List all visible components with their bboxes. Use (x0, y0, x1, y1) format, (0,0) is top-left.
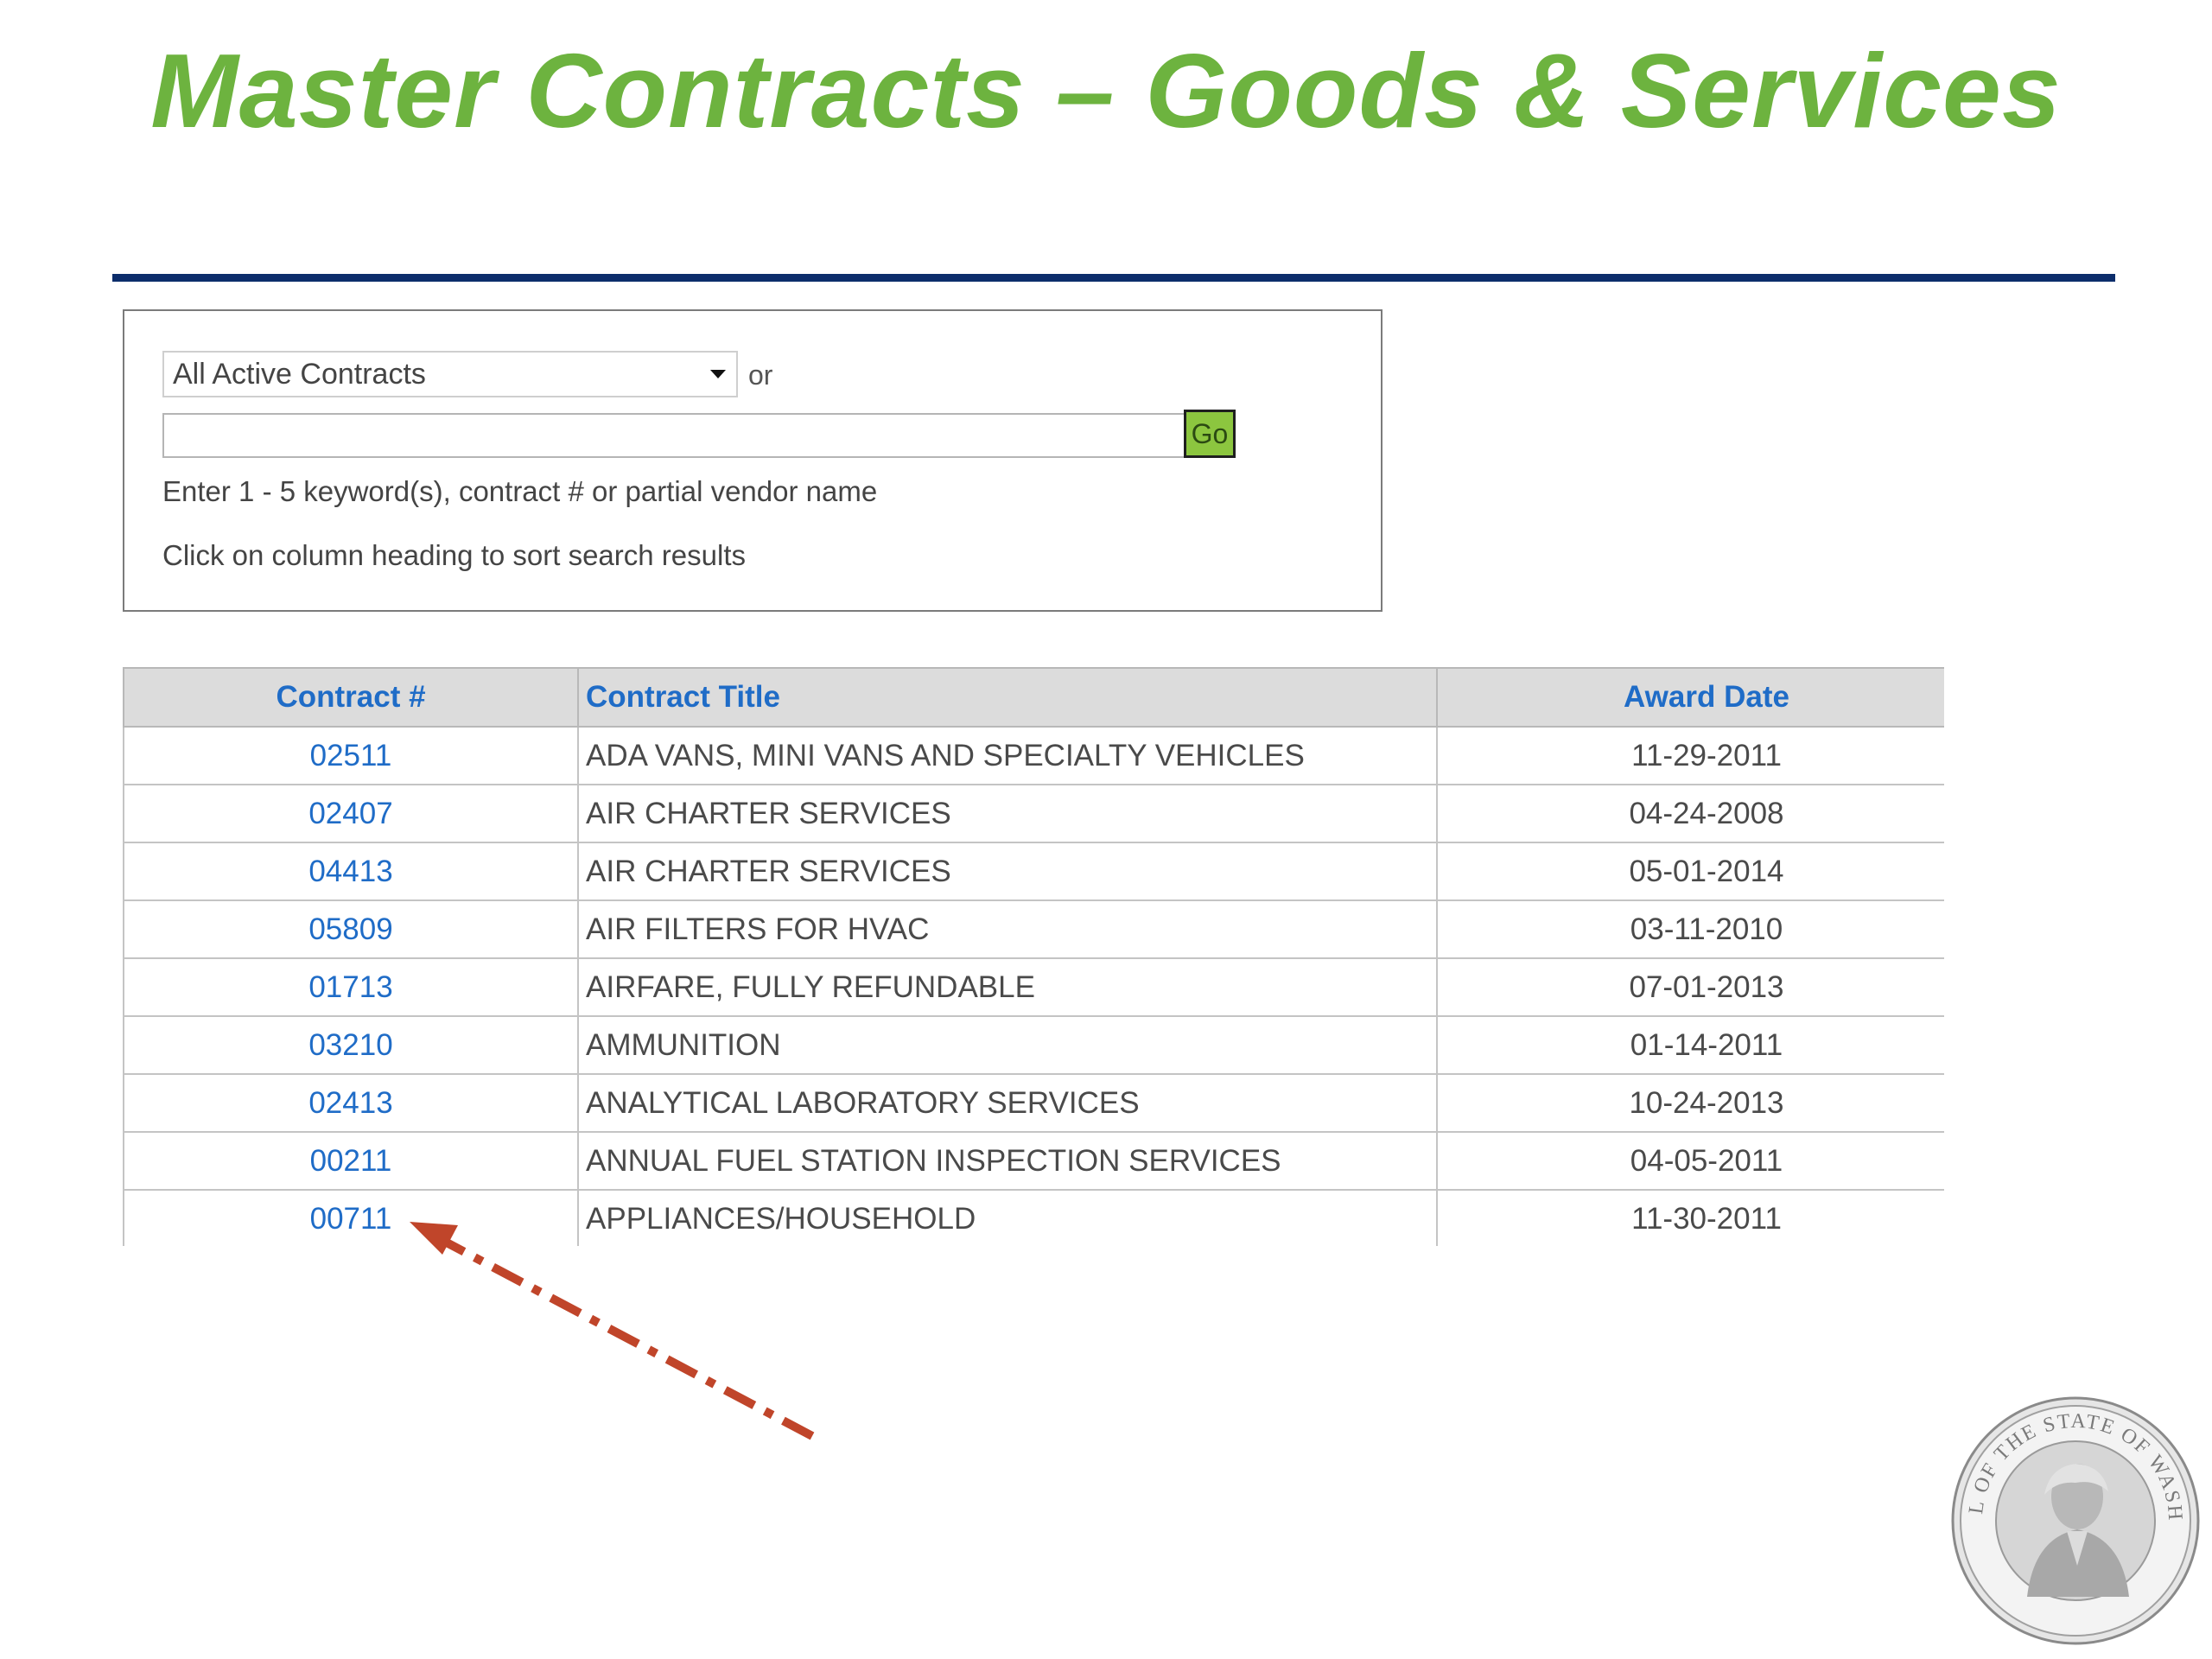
contract-title-cell: APPLIANCES/HOUSEHOLD (577, 1189, 1438, 1246)
contract-title-cell: AIR CHARTER SERVICES (577, 784, 1438, 843)
contract-title-cell: ANALYTICAL LABORATORY SERVICES (577, 1073, 1438, 1133)
contract-number-cell: 01713 (123, 957, 579, 1017)
contract-number-cell: 04413 (123, 842, 579, 901)
contract-title-cell: AIR FILTERS FOR HVAC (577, 899, 1438, 959)
contract-number-link[interactable]: 02407 (308, 796, 393, 830)
washington-state-seal-icon: THE SEAL OF THE STATE OF WASHINGTON 1889 (1948, 1393, 2200, 1645)
table-row: 03210 AMMUNITION 01-14-2011 (123, 1015, 1944, 1075)
contract-filter-selected-value: All Active Contracts (173, 358, 426, 391)
page-title: Master Contracts – Goods & Services (150, 32, 2062, 149)
award-date-cell: 04-05-2011 (1436, 1131, 1944, 1191)
award-date-cell: 11-29-2011 (1436, 726, 1944, 785)
table-row: 00211 ANNUAL FUEL STATION INSPECTION SER… (123, 1131, 1944, 1191)
contract-results-table: Contract # Contract Title Award Date 025… (123, 667, 1944, 1246)
award-date-cell: 03-11-2010 (1436, 899, 1944, 959)
award-date-cell: 11-30-2011 (1436, 1189, 1944, 1246)
search-help-text: Enter 1 - 5 keyword(s), contract # or pa… (162, 475, 878, 507)
award-date-cell: 04-24-2008 (1436, 784, 1944, 843)
contract-number-link[interactable]: 00211 (309, 1143, 392, 1178)
contract-number-link[interactable]: 05809 (308, 912, 393, 946)
award-date-cell: 05-01-2014 (1436, 842, 1944, 901)
contract-title-cell: ADA VANS, MINI VANS AND SPECIALTY VEHICL… (577, 726, 1438, 785)
contract-number-link[interactable]: 04413 (308, 854, 393, 888)
contract-number-link[interactable]: 03210 (308, 1027, 393, 1062)
contract-number-cell: 03210 (123, 1015, 579, 1075)
award-date-cell: 01-14-2011 (1436, 1015, 1944, 1075)
table-row: 04413 AIR CHARTER SERVICES 05-01-2014 (123, 842, 1944, 901)
or-label: or (748, 359, 773, 391)
contract-number-cell: 05809 (123, 899, 579, 959)
contract-number-cell: 02511 (123, 726, 579, 785)
chevron-down-icon (710, 370, 726, 378)
contract-number-cell: 00211 (123, 1131, 579, 1191)
contract-number-cell: 02407 (123, 784, 579, 843)
table-row: 00711 APPLIANCES/HOUSEHOLD 11-30-2011 (123, 1189, 1944, 1246)
contract-number-link[interactable]: 02511 (309, 738, 392, 772)
contract-number-cell: 00711 (123, 1189, 579, 1246)
table-row: 02511 ADA VANS, MINI VANS AND SPECIALTY … (123, 726, 1944, 785)
go-button[interactable]: Go (1184, 410, 1236, 458)
table-row: 01713 AIRFARE, FULLY REFUNDABLE 07-01-20… (123, 957, 1944, 1017)
contract-title-cell: AIR CHARTER SERVICES (577, 842, 1438, 901)
award-date-cell: 10-24-2013 (1436, 1073, 1944, 1133)
column-header-contract-number[interactable]: Contract # (123, 667, 579, 728)
contract-results: Contract # Contract Title Award Date 025… (123, 667, 1944, 1246)
table-row: 02413 ANALYTICAL LABORATORY SERVICES 10-… (123, 1073, 1944, 1133)
contract-number-link[interactable]: 00711 (309, 1201, 392, 1236)
contract-title-cell: ANNUAL FUEL STATION INSPECTION SERVICES (577, 1131, 1438, 1191)
contract-number-link[interactable]: 01713 (308, 969, 393, 1004)
sort-help-text: Click on column heading to sort search r… (162, 539, 746, 571)
table-row: 02407 AIR CHARTER SERVICES 04-24-2008 (123, 784, 1944, 843)
contract-title-cell: AIRFARE, FULLY REFUNDABLE (577, 957, 1438, 1017)
contract-title-cell: AMMUNITION (577, 1015, 1438, 1075)
table-row: 05809 AIR FILTERS FOR HVAC 03-11-2010 (123, 899, 1944, 959)
column-header-contract-title[interactable]: Contract Title (577, 667, 1438, 728)
keyword-search-input[interactable] (162, 413, 1203, 458)
award-date-cell: 07-01-2013 (1436, 957, 1944, 1017)
contract-number-link[interactable]: 02413 (308, 1085, 393, 1120)
contract-search-panel: All Active Contracts or Go Enter 1 - 5 k… (123, 309, 1382, 612)
contract-filter-select[interactable]: All Active Contracts (162, 351, 738, 397)
contract-number-cell: 02413 (123, 1073, 579, 1133)
title-divider (112, 274, 2115, 282)
table-header-row: Contract # Contract Title Award Date (123, 667, 1944, 728)
column-header-award-date[interactable]: Award Date (1436, 667, 1944, 728)
